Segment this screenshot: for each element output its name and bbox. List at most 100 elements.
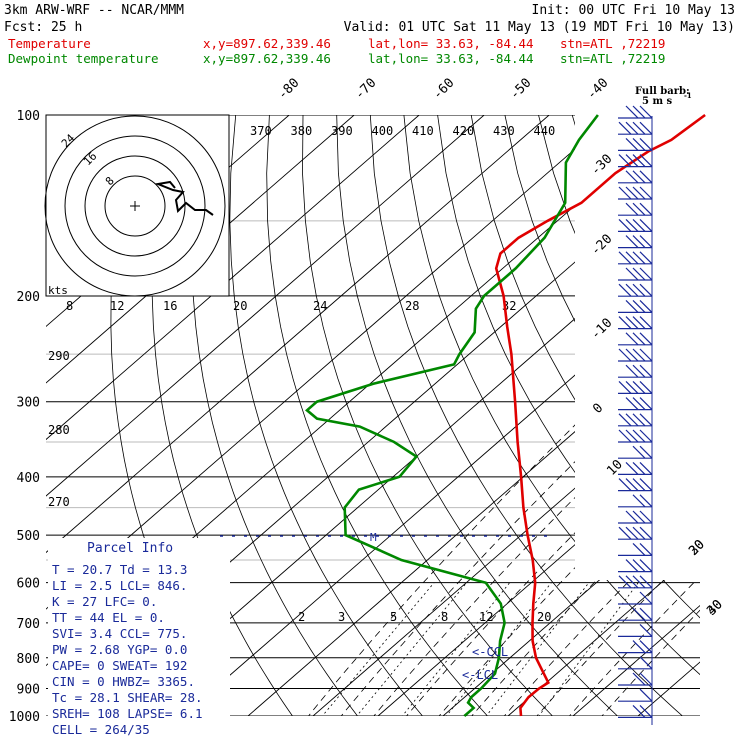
- low-mixing-ratio-label: 12: [479, 610, 493, 624]
- wind-barb-flag: [639, 688, 653, 702]
- pressure-label: 700: [17, 617, 40, 632]
- moist-adiabat-line: [460, 295, 700, 716]
- wind-barb-flag: [618, 348, 632, 362]
- low-mixing-ratio-label: 2: [298, 610, 305, 624]
- wind-barb-flag: [632, 186, 646, 200]
- mixing-ratio-label: 24: [313, 299, 327, 313]
- parcel-info-row: CELL = 264/35: [52, 722, 150, 737]
- wind-barb-flag: [632, 526, 646, 540]
- wind-barb-flag: [639, 332, 653, 346]
- hodograph-unit: kts: [48, 284, 68, 297]
- barb-note-exponent: -1: [684, 91, 692, 100]
- isotherm-line: [688, 115, 700, 716]
- legend-dewpoint-xy: x,y=897.62,339.46: [203, 51, 331, 66]
- wind-barb-flag: [618, 413, 632, 427]
- wind-barb-flag: [632, 640, 646, 654]
- hodograph-ring-outer: [44, 115, 226, 297]
- wind-barb-flag: [632, 397, 646, 411]
- isotherm-line: [168, 115, 700, 716]
- wind-barb-flag: [625, 235, 639, 249]
- mixing-ratio-line: [345, 582, 467, 716]
- moist-adiabat-line: [493, 295, 700, 716]
- dry-adiabat-line: [191, 115, 368, 716]
- wind-barb-flag: [625, 202, 639, 216]
- wind-barb-flag: [632, 575, 646, 589]
- moist-adiabat-line: [363, 295, 700, 716]
- dry-adiabat-line: [571, 115, 700, 716]
- wind-barb-flag: [639, 170, 653, 184]
- wind-barb-flag: [639, 316, 653, 330]
- theta-label: 270: [48, 495, 70, 509]
- dry-adiabat-line: [437, 115, 700, 716]
- wind-barb-flag: [639, 461, 653, 475]
- dewpoint-series-line: [304, 114, 599, 717]
- wind-barb-flag: [618, 154, 632, 168]
- wind-barb-flag: [632, 105, 646, 119]
- wind-barb-flag: [618, 251, 632, 265]
- wind-barb-flag: [639, 413, 653, 427]
- wind-barb-flag: [632, 299, 646, 313]
- moist-adiabat-line: [330, 295, 700, 716]
- wind-barb-flag: [639, 607, 653, 621]
- wind-barb-flag: [632, 380, 646, 394]
- pressure-label: 400: [17, 471, 40, 486]
- isotherm-label: -80: [275, 76, 302, 103]
- isotherm-line: [46, 115, 615, 716]
- wind-barb-flag: [618, 429, 632, 443]
- moist-adiabat-line: [558, 295, 700, 716]
- mixing-ratio-line: [476, 582, 590, 716]
- wind-barb-flag: [625, 575, 639, 589]
- wind-barb-flag: [639, 478, 653, 492]
- isotherm-line: [493, 115, 700, 716]
- dry-adiabat-line: [707, 115, 740, 729]
- pressure-label: 100: [17, 109, 40, 124]
- theta-label: 280: [48, 423, 70, 437]
- parcel-info-row: K = 27 LFC= 0.: [52, 594, 157, 609]
- wind-barb-flag: [625, 121, 639, 135]
- wind-barb-flag: [632, 478, 646, 492]
- isotherm-line: [46, 115, 420, 716]
- theta-e-label: 380: [291, 124, 313, 138]
- wind-barb-flag: [625, 510, 639, 524]
- wind-barb-flag: [632, 267, 646, 281]
- wind-barb-flag: [625, 316, 639, 330]
- mixing-ratio-line: [529, 582, 639, 716]
- wind-barb-flag: [618, 478, 632, 492]
- mixing-ratio-line: [436, 582, 552, 716]
- wind-barb-flag: [625, 380, 639, 394]
- isotherm-label: 40: [704, 597, 726, 619]
- wind-barb-flag: [639, 348, 653, 362]
- wind-barb-flag: [639, 542, 653, 556]
- isotherm-line: [46, 115, 485, 716]
- wind-barb-flag: [625, 397, 639, 411]
- wind-barb-flag: [625, 526, 639, 540]
- pressure-label: 1000: [9, 710, 40, 725]
- parcel-info-row: T = 20.7 Td = 13.3: [52, 562, 187, 577]
- hodograph-ring: [84, 155, 186, 257]
- dry-adiabat-line: [470, 115, 700, 716]
- wind-barb-flag: [639, 704, 653, 718]
- pressure-label: 300: [17, 396, 40, 411]
- parcel-info-row: LI = 2.5 LCL= 846.: [52, 578, 187, 593]
- wind-barb-flag: [639, 235, 653, 249]
- mixing-ratio-line: [391, 582, 511, 716]
- wind-barb-flag: [639, 364, 653, 378]
- parcel-info-row: Tc = 28.1 SHEAR= 28.: [52, 690, 203, 705]
- wind-barb-flag: [639, 559, 653, 573]
- dry-adiabat-line: [229, 115, 434, 716]
- moist-adiabat-line: [428, 295, 700, 716]
- wind-barb-flag: [639, 510, 653, 524]
- isotherm-label: -50: [507, 76, 534, 103]
- wind-barb-flag: [632, 154, 646, 168]
- isotherm-label: 10: [604, 457, 626, 479]
- wind-barb-flag: [639, 186, 653, 200]
- parcel-info-bg: [48, 538, 230, 728]
- wind-barb-flag: [625, 218, 639, 232]
- moist-adiabat-line: [298, 295, 700, 716]
- isotherm-line: [558, 115, 700, 716]
- legend-temperature-latlon: lat,lon= 33.63, -84.44: [368, 36, 534, 51]
- low-mixing-ratio-label: 5: [390, 610, 397, 624]
- moist-adiabat-line: [395, 295, 700, 716]
- wind-barb-flag: [618, 316, 632, 330]
